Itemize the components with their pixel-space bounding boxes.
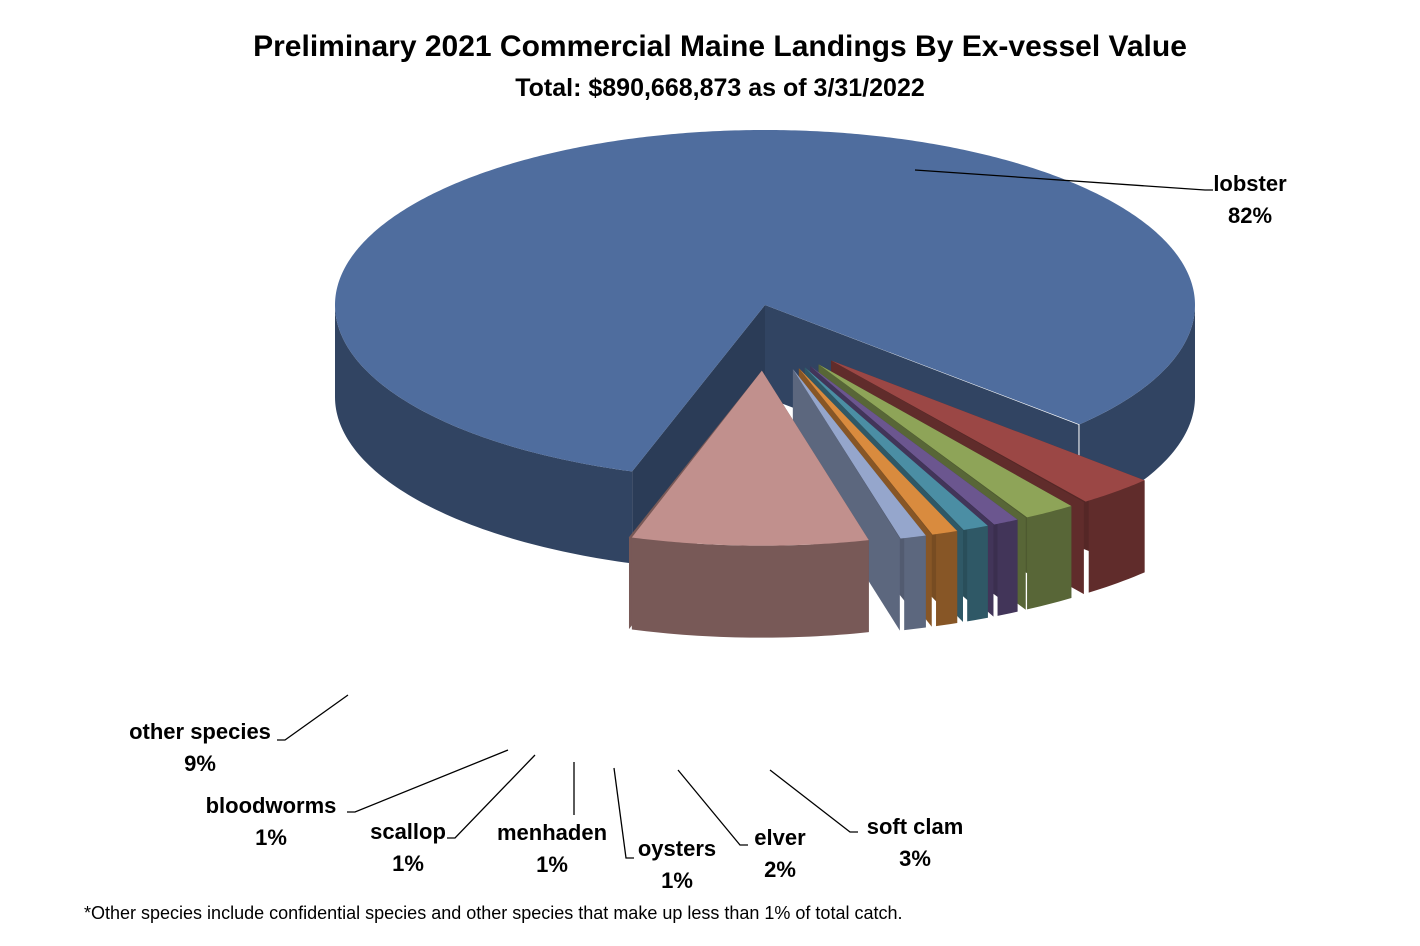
slice-label-scallop: scallop 1% (358, 816, 458, 880)
chart-subtitle: Total: $890,668,873 as of 3/31/2022 (515, 74, 925, 102)
leader-bloodworms (347, 749, 509, 813)
slice-label-oysters: oysters 1% (627, 833, 727, 897)
slice-label-lobster: lobster 82% (1185, 168, 1315, 232)
slice-label-bloodworms: bloodworms 1% (191, 790, 351, 854)
slice-percent: 1% (661, 868, 693, 893)
slice-name: menhaden (496, 820, 608, 845)
slice-rim-other-species (631, 537, 869, 638)
slice-label-elver: elver 2% (740, 822, 820, 886)
slice-side-bloodworms (792, 369, 900, 631)
slice-top-lobster (335, 130, 1195, 472)
leader-elver (677, 769, 748, 846)
slice-rim-elver (1027, 505, 1072, 610)
slice-percent: 2% (764, 857, 796, 882)
slice-top-elver (818, 364, 1072, 518)
slice-name: bloodworms (205, 793, 337, 818)
slice-rim-oysters (997, 519, 1018, 616)
slice-percent: 1% (392, 851, 424, 876)
chart-title: Preliminary 2021 Commercial Maine Landin… (253, 30, 1187, 63)
slice-name: lobster (1213, 171, 1287, 196)
leader-other-species (277, 694, 349, 741)
slice-top-other-species (631, 370, 869, 546)
slice-top-scallop (798, 368, 958, 535)
slice-top-oysters (810, 366, 1018, 525)
slice-top-bloodworms (792, 369, 926, 539)
slice-name: other species (129, 719, 271, 744)
slice-rim-scallop (936, 531, 958, 627)
slice-label-soft-clam: soft clam 3% (850, 811, 980, 875)
slice-percent: 3% (899, 846, 931, 871)
slice-rim-soft-clam (1088, 480, 1145, 593)
slice-bloodworms (792, 369, 926, 631)
slice-percent: 9% (184, 751, 216, 776)
slice-name: soft clam (866, 814, 964, 839)
slice-label-other-species: other species 9% (115, 716, 285, 780)
slice-rim-bloodworms (904, 535, 926, 631)
slice-rim-lobster (335, 305, 633, 564)
slice-rim-lobster (1079, 305, 1195, 517)
slice-name: scallop (370, 819, 446, 844)
footnote: *Other species include confidential spec… (84, 903, 903, 923)
leader-oysters (613, 767, 634, 859)
slice-label-menhaden: menhaden 1% (487, 817, 617, 881)
slice-other-species (628, 370, 869, 638)
slice-percent: 1% (536, 852, 568, 877)
slice-name: elver (754, 825, 806, 850)
leader-soft-clam (769, 769, 858, 833)
slice-top-soft-clam (831, 360, 1145, 502)
slice-percent: 82% (1227, 203, 1273, 228)
leader-lobster (914, 169, 1213, 191)
slice-rim-menhaden (967, 525, 988, 622)
leader-scallop (447, 754, 536, 839)
slice-name: oysters (637, 836, 717, 861)
slice-percent: 1% (255, 825, 287, 850)
slice-top-menhaden (804, 367, 988, 530)
